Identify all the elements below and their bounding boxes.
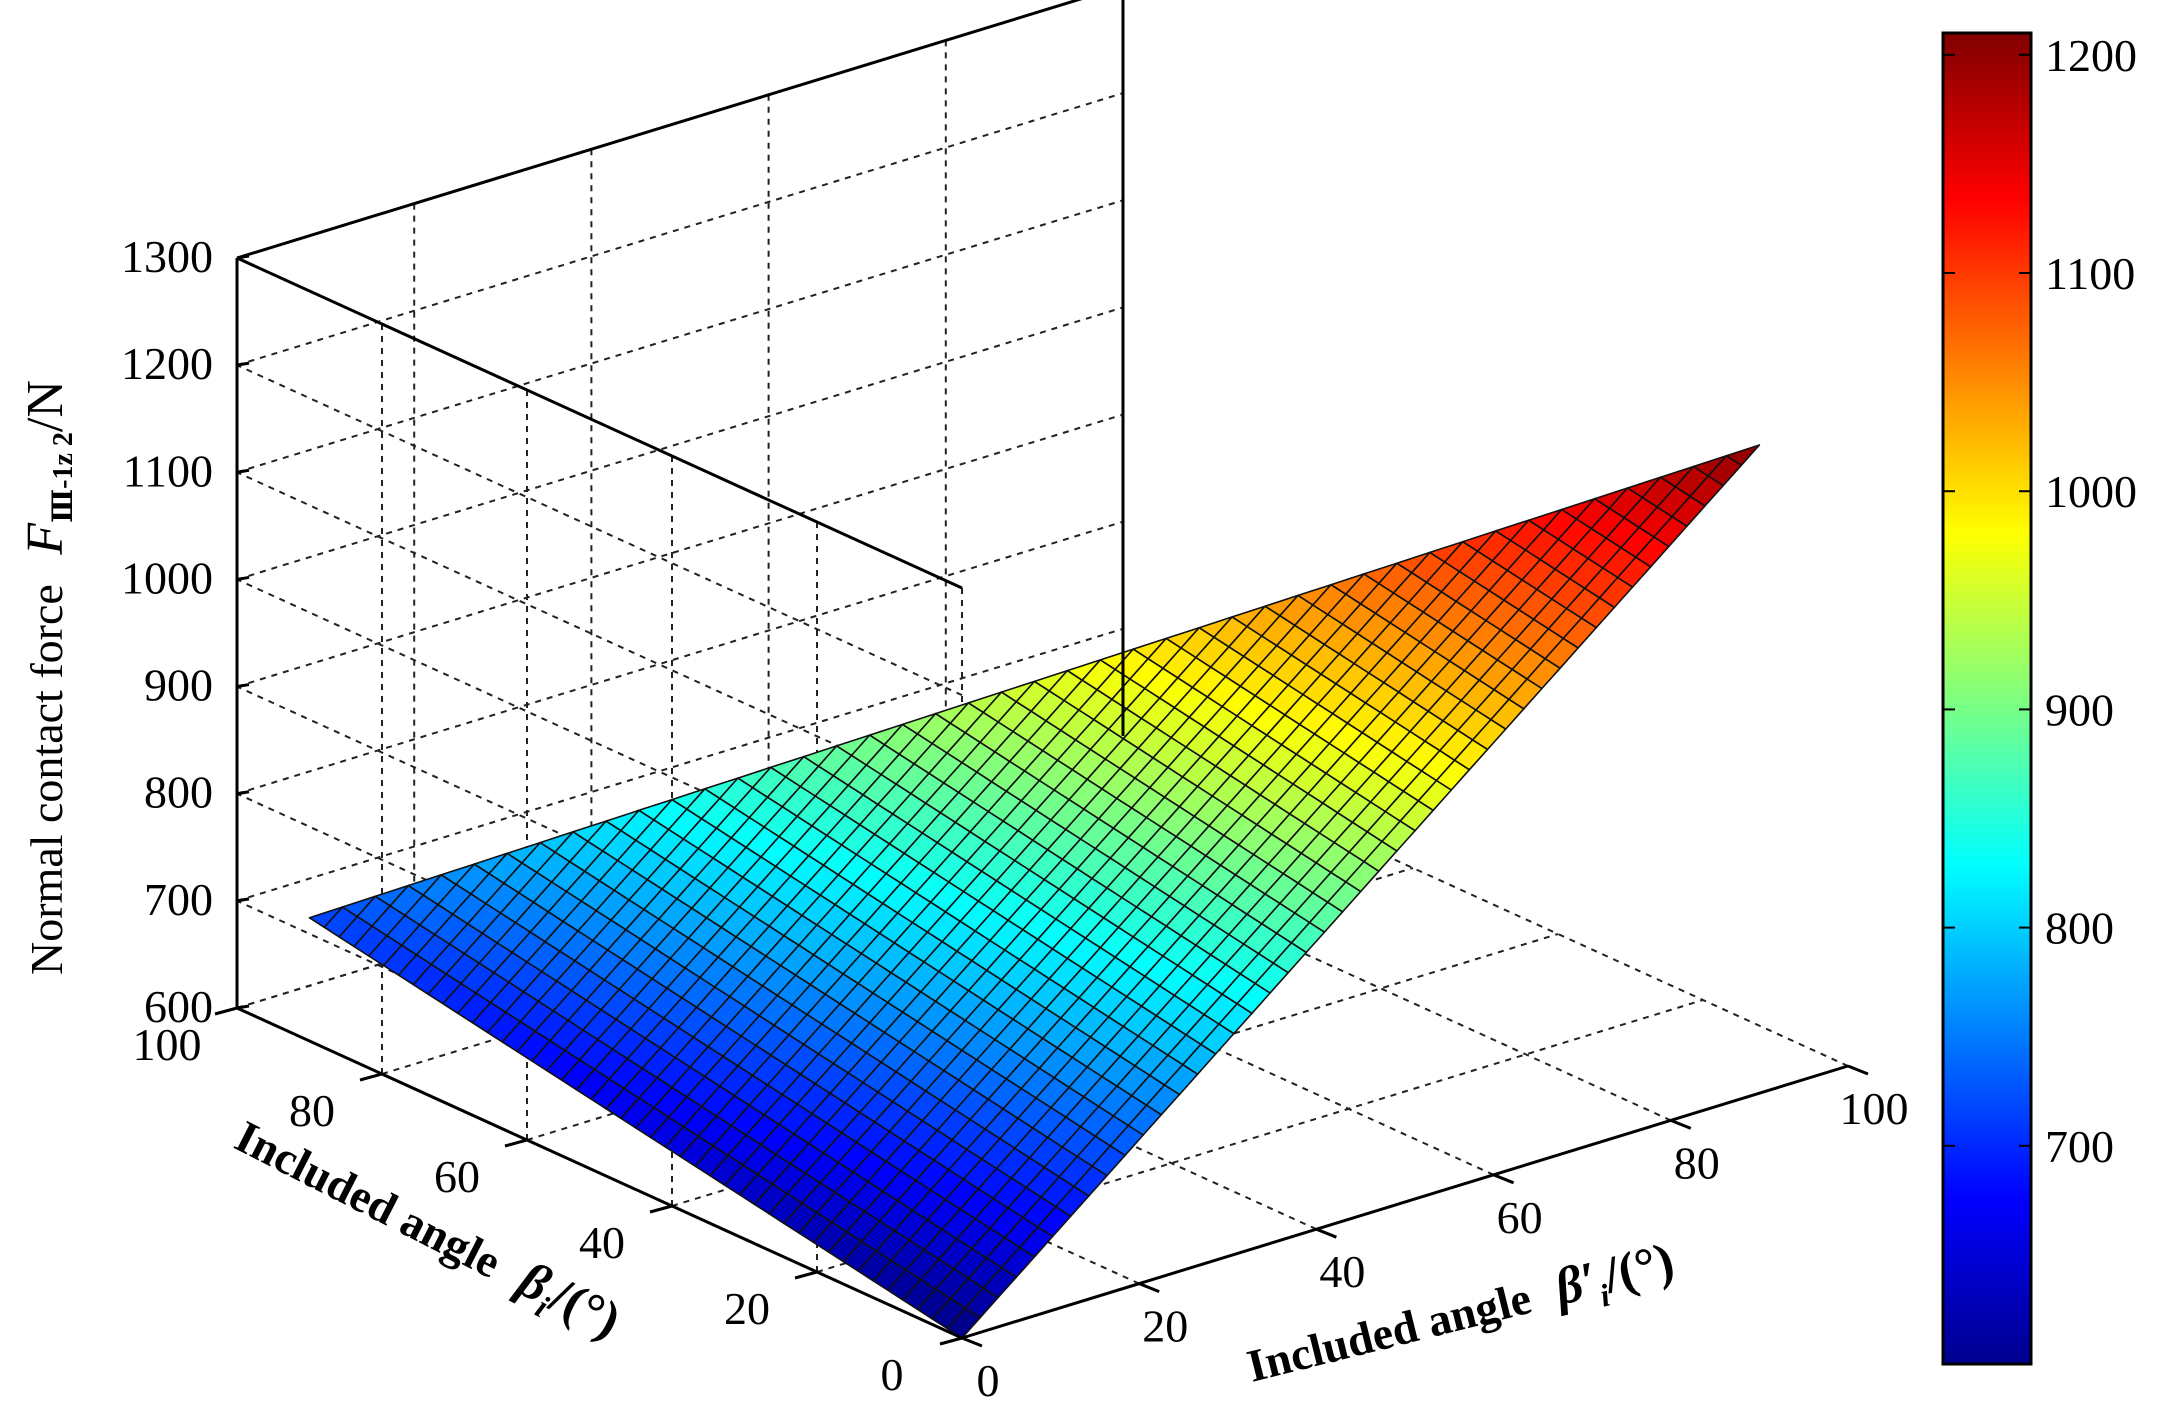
x-tick-label: 60 xyxy=(434,1151,480,1202)
wall-grid-line xyxy=(236,413,1124,688)
colorbar-gradient xyxy=(1941,31,2033,1366)
x-tick-mark xyxy=(359,1072,383,1082)
z-tick-mark xyxy=(236,683,250,689)
z-axis-unit: /N xyxy=(17,380,74,432)
z-tick-mark xyxy=(236,1004,250,1010)
wall-grid-line xyxy=(236,92,1124,367)
z-tick-label: 1000 xyxy=(121,552,213,603)
y-tick-label: 0 xyxy=(977,1355,1000,1406)
z-axis-label: Normal contact force FⅢ-1z 2/N xyxy=(17,380,79,975)
y-tick-label: 80 xyxy=(1674,1137,1720,1188)
surface-patch xyxy=(1725,444,1761,467)
floor-grid-line xyxy=(816,999,1704,1273)
z-tick-mark xyxy=(236,468,250,474)
z-axis-subscript: Ⅲ-1z 2 xyxy=(48,432,79,523)
z-axis-symbol: F xyxy=(17,522,74,556)
svg-text:Included angle β′i/(°): Included angle β′i/(°) xyxy=(1241,1232,1681,1400)
wall-grid-line xyxy=(236,0,1081,259)
colorbar-tick-label: 800 xyxy=(2045,903,2114,954)
y-axis-unit: /(°) xyxy=(1597,1232,1680,1304)
x-tick-mark xyxy=(939,1336,963,1346)
x-tick-mark xyxy=(214,1006,238,1016)
x-axis-unit: /(°) xyxy=(540,1267,629,1350)
x-tick-label: 0 xyxy=(881,1349,904,1400)
y-axis-symbol: β′ xyxy=(1547,1252,1603,1318)
axes xyxy=(235,0,1849,1340)
svg-text:Normal contact force F: Normal contact force FⅢ-1z 2/N xyxy=(17,380,79,975)
x-tick-mark xyxy=(504,1138,528,1148)
x-tick-label: 80 xyxy=(289,1085,335,1136)
y-tick-mark xyxy=(1847,1064,1869,1076)
z-tick-label: 700 xyxy=(144,874,213,925)
wall-grid-line xyxy=(236,306,1124,581)
z-tick-mark xyxy=(236,361,250,367)
z-tick-mark xyxy=(236,575,250,581)
wall-grid-line xyxy=(236,520,1124,795)
z-tick-label: 900 xyxy=(144,660,213,711)
y-tick-label: 60 xyxy=(1497,1192,1543,1243)
axis-box-edge xyxy=(236,1006,963,1340)
y-tick-mark xyxy=(1138,1282,1160,1293)
axis-box-edge xyxy=(236,0,1083,260)
y-tick-label: 40 xyxy=(1319,1246,1365,1297)
wall-grid-line xyxy=(236,627,1124,902)
axis-box-edge xyxy=(236,256,963,590)
y-tick-mark xyxy=(1315,1227,1337,1239)
x-axis-label: Included angle βi/(°) xyxy=(223,1107,629,1356)
x-tick-label: 100 xyxy=(133,1019,202,1070)
z-tick-mark xyxy=(236,897,250,903)
x-tick-label: 20 xyxy=(724,1283,770,1334)
x-tick-mark xyxy=(649,1204,673,1214)
colorbar: 700 800 900 1000 1100 1200 xyxy=(1941,30,2137,1366)
z-tick-label: 1200 xyxy=(121,338,213,389)
z-tick-mark xyxy=(236,254,250,260)
colorbar-tick-label: 1000 xyxy=(2045,466,2137,517)
x-tick-mark xyxy=(794,1270,818,1280)
wall-grid-line xyxy=(236,364,963,697)
z-tick-label: 1300 xyxy=(121,231,213,282)
colorbar-tick-label: 900 xyxy=(2045,684,2114,735)
colorbar-ticks: 700 800 900 1000 1100 1200 xyxy=(1943,30,2137,1172)
svg-text:Included angle βi/(°): Included angle βi/(°) xyxy=(223,1107,629,1356)
z-tick-label: 600 xyxy=(144,981,213,1032)
floor-grid-line xyxy=(671,933,1559,1207)
y-tick-label: 100 xyxy=(1840,1083,1909,1134)
axis-box-edge xyxy=(961,1064,1849,1340)
colorbar-tick-label: 700 xyxy=(2045,1121,2114,1172)
z-tick-label: 1100 xyxy=(123,445,213,496)
colorbar-tick-label: 1200 xyxy=(2045,30,2137,81)
z-tick-mark xyxy=(236,790,250,796)
y-tick-mark xyxy=(961,1336,983,1348)
colorbar-tick-label: 1100 xyxy=(2045,248,2135,299)
wall-grid-line xyxy=(236,199,1124,474)
tick-labels: 6007008009001000110012001300020406080100… xyxy=(121,231,1909,1406)
y-axis-label: Included angle β′i/(°) xyxy=(1241,1232,1681,1400)
y-tick-mark xyxy=(1493,1173,1515,1185)
y-tick-mark xyxy=(1670,1119,1692,1130)
surface-mesh xyxy=(308,444,1761,1339)
y-axis-label-text: Included angle xyxy=(1242,1272,1536,1392)
z-axis-label-text: Normal contact force xyxy=(21,584,72,975)
x-tick-label: 40 xyxy=(579,1217,625,1268)
y-tick-label: 20 xyxy=(1142,1301,1188,1352)
z-tick-label: 800 xyxy=(144,767,213,818)
